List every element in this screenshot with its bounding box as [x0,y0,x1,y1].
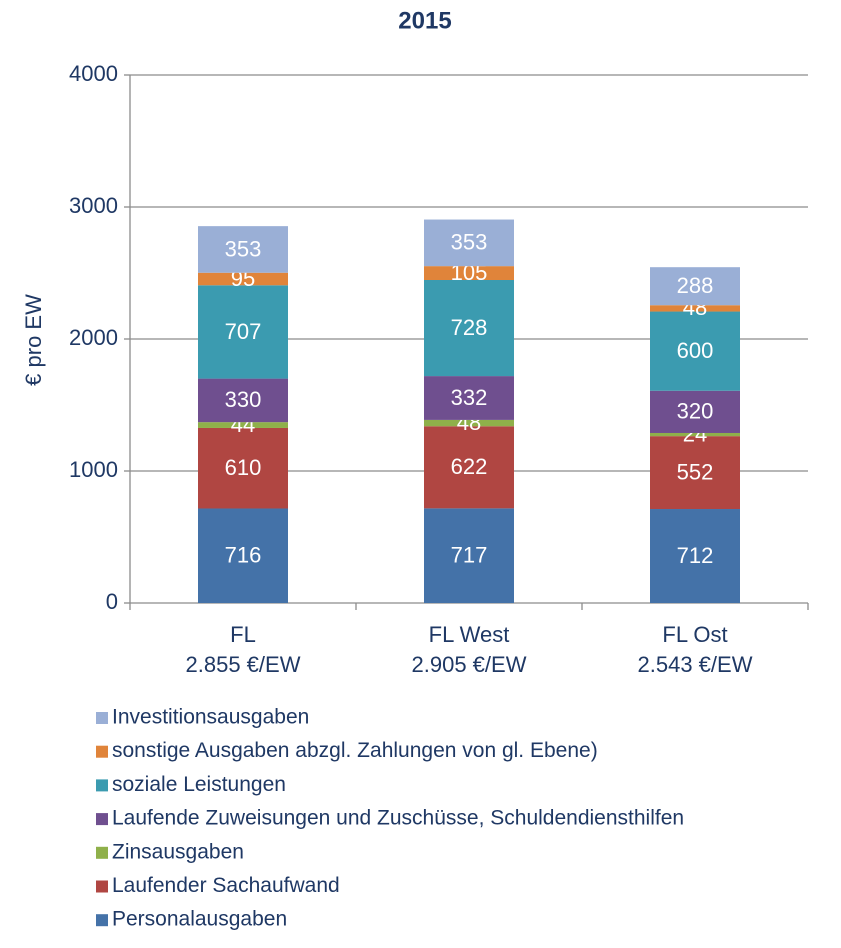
data-label: 716 [225,543,262,568]
bar-segment [198,422,288,428]
bar-segment [198,427,288,509]
x-tick-sublabel: 2.543 €/EW [638,652,753,677]
legend-label: Laufende Zuweisungen und Zuschüsse, Schu… [112,807,684,830]
legend-swatch [96,712,108,724]
x-tick-sublabel: 2.905 €/EW [412,652,527,677]
bar-segment [424,376,514,420]
x-tick-label: FL Ost [662,622,727,647]
legend-label: Laufender Sachaufwand [112,874,340,897]
bar-segment [424,508,514,603]
bar-segment [424,419,514,427]
bar-segment [198,285,288,379]
data-label: 288 [677,273,714,298]
data-label: 552 [677,459,714,484]
legend-label: Investitionsausgaben [112,706,309,729]
bar-segment [650,311,740,391]
data-label: 353 [225,236,262,261]
x-tick-sublabel: 2.855 €/EW [186,652,301,677]
bar-segment [650,509,740,603]
legend-swatch [96,779,108,792]
legend-label: Zinsausgaben [112,840,244,863]
y-tick-label: 2000 [69,325,118,350]
legend-swatch [96,846,108,859]
legend-swatch [96,880,108,893]
y-tick-label: 3000 [69,193,118,218]
data-label: 712 [677,543,714,568]
legend-label: Personalausgaben [112,908,287,931]
y-axis-label: € pro EW [21,294,46,386]
y-tick-label: 1000 [69,457,118,482]
bar-segment [650,436,740,510]
legend-swatch [96,813,108,826]
data-label: 600 [677,338,714,363]
bar-segment [198,226,288,273]
chart-title: 2015 [398,7,451,34]
data-label: 622 [451,454,488,479]
x-tick-label: FL [230,622,256,647]
data-label: 332 [451,385,488,410]
data-label: 728 [451,315,488,340]
bar-segment [650,390,740,433]
legend-label: soziale Leistungen [112,773,286,796]
bar-segment [650,267,740,306]
legend-swatch [96,745,108,758]
bar-segment [424,219,514,267]
data-label: 320 [677,399,714,424]
data-label: 707 [225,319,262,344]
bar-segment [198,272,288,286]
bar-segment [198,378,288,423]
data-label: 353 [451,230,488,255]
y-tick-label: 0 [106,589,118,614]
bar-segment [650,432,740,437]
y-tick-label: 4000 [69,61,118,86]
data-label: 717 [451,542,488,567]
bar-segment [424,266,514,280]
x-tick-label: FL West [429,622,510,647]
bar-segment [650,305,740,312]
bar-segment [424,426,514,509]
data-label: 610 [225,455,262,480]
legend-swatch [96,914,108,927]
bar-segment [424,279,514,377]
bar-segment [198,508,288,603]
data-label: 330 [225,387,262,412]
legend-label: sonstige Ausgaben abzgl. Zahlungen von g… [112,739,598,762]
